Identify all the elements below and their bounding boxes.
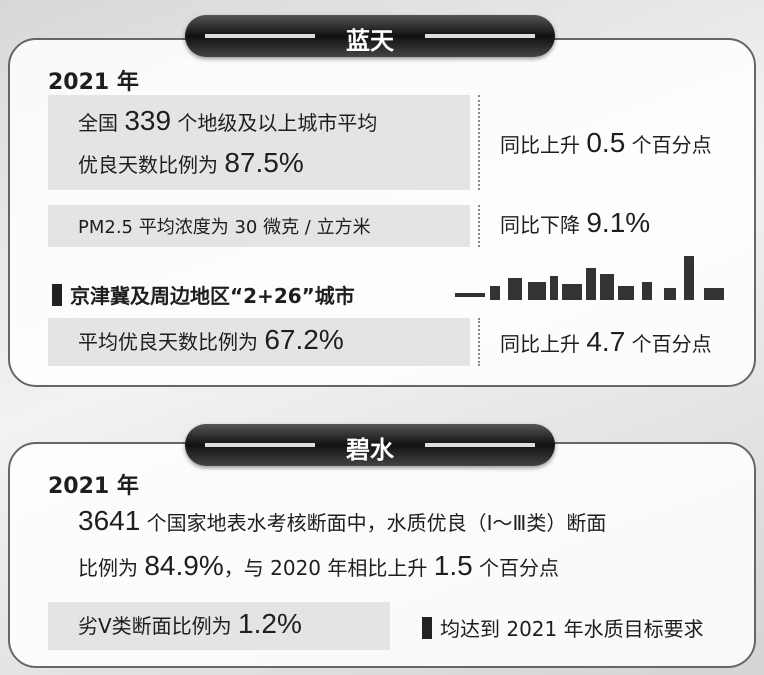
text: 全国 bbox=[78, 111, 124, 135]
text: 个百分点 bbox=[625, 133, 711, 157]
page: 蓝天 2021 年 全国 339 个地级及以上城市平均 优良天数比例为 87.5… bbox=[0, 0, 764, 675]
change: 同比上升 4.7 个百分点 bbox=[500, 326, 712, 358]
subheading: 京津冀及周边地区“2+26”城市 bbox=[52, 280, 355, 309]
text-line: 3641 个国家地表水考核断面中，水质优良（Ⅰ～Ⅲ类）断面 bbox=[78, 505, 606, 537]
text: 个国家地表水考核断面中，水质优良（Ⅰ～Ⅲ类）断面 bbox=[140, 511, 606, 535]
text: 比例为 bbox=[78, 556, 144, 580]
text: 个百分点 bbox=[473, 556, 559, 580]
text: PM2.5 平均浓度为 30 微克 / 立方米 bbox=[78, 217, 371, 238]
text-line: 全国 339 个地级及以上城市平均 bbox=[78, 105, 377, 137]
note: 均达到 2021 年水质目标要求 bbox=[422, 613, 704, 642]
divider bbox=[478, 95, 480, 190]
text-line: 劣Ⅴ类断面比例为 1.2% bbox=[78, 608, 302, 640]
text-line: PM2.5 平均浓度为 30 微克 / 立方米 bbox=[78, 213, 371, 239]
skyline bbox=[450, 248, 735, 308]
text: 个百分点 bbox=[625, 332, 711, 356]
bullet bbox=[422, 617, 432, 639]
text: 劣Ⅴ类断面比例为 bbox=[78, 614, 238, 638]
text: 京津冀及周边地区“2+26”城市 bbox=[70, 284, 355, 308]
number: 67.2% bbox=[264, 324, 343, 355]
text-line: 平均优良天数比例为 67.2% bbox=[78, 324, 344, 356]
number: 3641 bbox=[78, 505, 140, 536]
text-line: 比例为 84.9%，与 2020 年相比上升 1.5 个百分点 bbox=[78, 550, 559, 582]
section-title: 蓝天 bbox=[185, 21, 555, 56]
section-title: 碧水 bbox=[185, 430, 555, 465]
text: 同比下降 bbox=[500, 213, 586, 237]
year: 2021 年 bbox=[48, 468, 139, 500]
number: 0.5 bbox=[586, 127, 625, 158]
divider bbox=[478, 318, 480, 366]
text: 平均优良天数比例为 bbox=[78, 330, 264, 354]
text: 优良天数比例为 bbox=[78, 153, 224, 177]
number: 4.7 bbox=[586, 326, 625, 357]
text: 同比上升 bbox=[500, 332, 586, 356]
text-line: 优良天数比例为 87.5% bbox=[78, 147, 304, 179]
text: ，与 2020 年相比上升 bbox=[224, 556, 434, 580]
text: 个地级及以上城市平均 bbox=[171, 111, 377, 135]
number: 1.5 bbox=[434, 550, 473, 581]
buildings bbox=[455, 256, 724, 300]
number: 9.1% bbox=[586, 207, 650, 238]
year: 2021 年 bbox=[48, 64, 139, 96]
change: 同比上升 0.5 个百分点 bbox=[500, 127, 712, 159]
text: 同比上升 bbox=[500, 133, 586, 157]
number: 1.2% bbox=[238, 608, 302, 639]
section-header: 蓝天 bbox=[185, 15, 555, 57]
number: 87.5% bbox=[224, 147, 303, 178]
section-header: 碧水 bbox=[185, 424, 555, 466]
bullet bbox=[52, 284, 62, 306]
text: 均达到 2021 年水质目标要求 bbox=[440, 617, 704, 641]
divider bbox=[478, 205, 480, 247]
change: 同比下降 9.1% bbox=[500, 207, 650, 239]
number: 84.9% bbox=[144, 550, 223, 581]
number: 339 bbox=[124, 105, 171, 136]
